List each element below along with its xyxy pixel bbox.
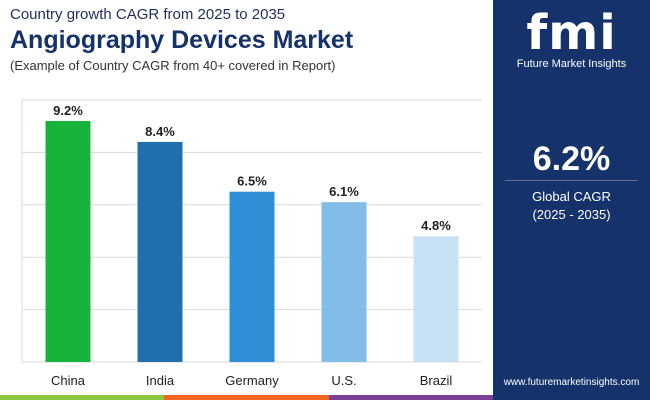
bar-india [137,141,183,362]
data-label: 6.1% [329,184,359,199]
side-panel: fmi Future Market Insights 6.2% Global C… [493,0,650,400]
x-tick-label: U.S. [331,373,356,388]
logo-subtitle: Future Market Insights [516,58,627,70]
bar-china [45,120,91,363]
global-cagr-period: (2025 - 2035) [532,207,611,222]
chart-title: Angiography Devices Market [10,26,354,54]
logo-wordmark: fmi [526,5,617,61]
bar-brazil [413,236,459,362]
x-tick-label: Germany [225,373,279,388]
bar-us [321,202,367,362]
global-cagr-value: 6.2% [532,140,611,178]
header: Country growth CAGR from 2025 to 2035 An… [10,6,480,74]
x-tick-label: India [146,373,175,388]
panel-divider [505,180,638,181]
stripe-segment [328,395,493,400]
data-label: 6.5% [237,174,267,189]
chart-subtitle: (Example of Country CAGR from 40+ covere… [10,58,336,73]
bar-chart: 9.2% China 8.4% India 6.5% Germany 6.1% U.S. 4.8… [0,96,485,400]
data-label: 8.4% [145,124,175,139]
website-url[interactable]: www.futuremarketinsights.com [503,377,640,388]
x-tick-label: Brazil [420,373,453,388]
bottom-stripe [0,395,493,400]
chart-svg: 9.2% China 8.4% India 6.5% Germany 6.1% U.S. 4.8… [21,99,482,388]
data-label: 9.2% [53,103,83,118]
chart-kicker: Country growth CAGR from 2025 to 2035 [10,6,286,23]
global-cagr-label: Global CAGR [532,189,611,204]
stripe-segment [164,395,329,400]
bar-germany [229,191,275,362]
stripe-segment [0,395,165,400]
fmi-logo: fmi Future Market Insights [493,6,650,76]
x-tick-label: China [51,373,86,388]
data-label: 4.8% [421,218,451,233]
